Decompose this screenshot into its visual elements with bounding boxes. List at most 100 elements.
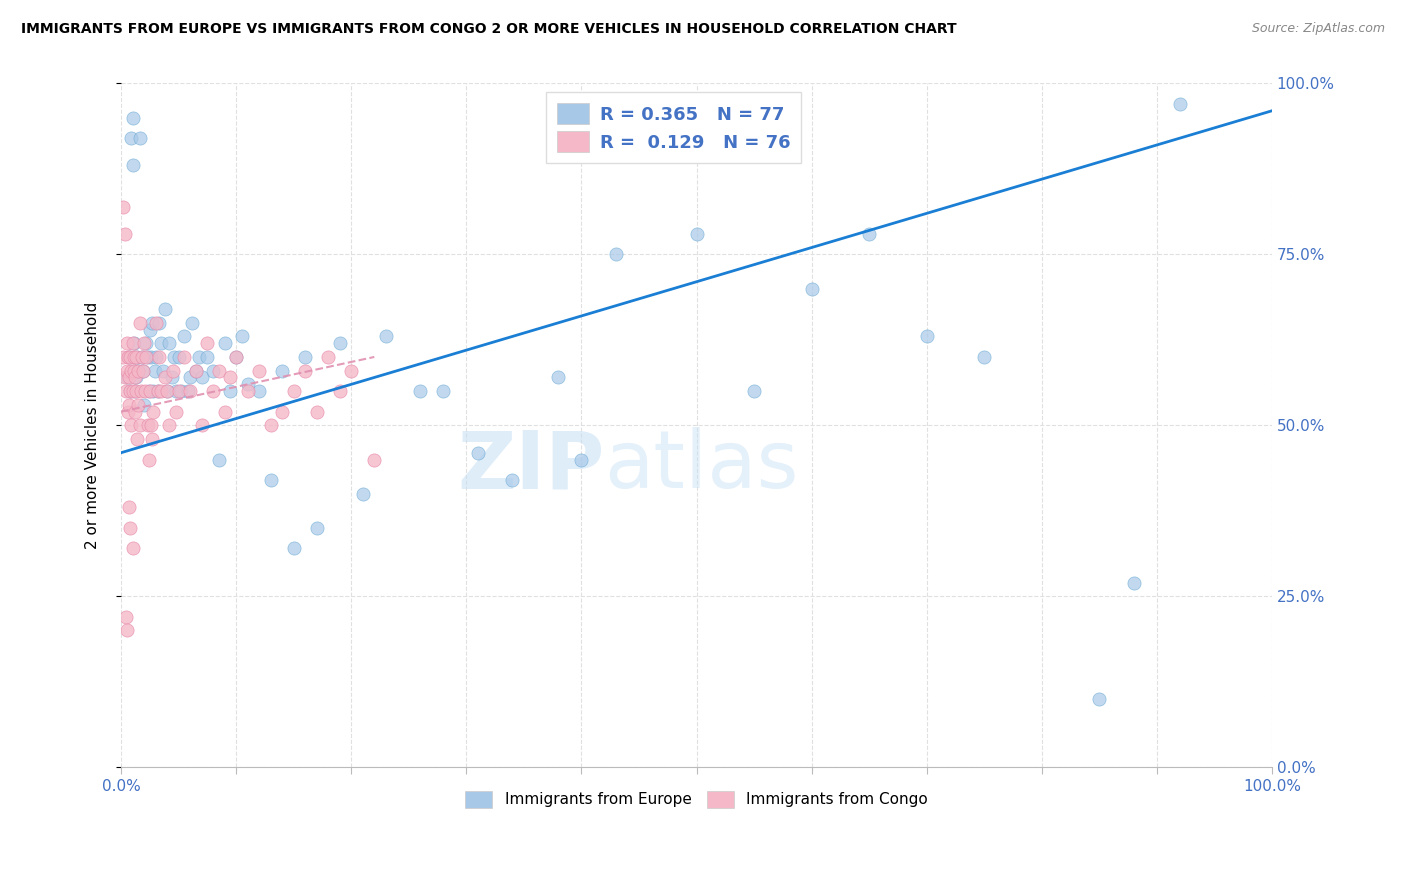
Point <box>115 364 138 378</box>
Point <box>467 446 489 460</box>
Point <box>283 541 305 556</box>
Text: atlas: atlas <box>605 427 799 506</box>
Point <box>129 384 152 399</box>
Point <box>153 370 176 384</box>
Point <box>118 500 141 515</box>
Point <box>177 384 200 399</box>
Point <box>219 370 242 384</box>
Point <box>329 384 352 399</box>
Point <box>127 364 149 378</box>
Point <box>124 405 146 419</box>
Point <box>202 364 225 378</box>
Point <box>153 302 176 317</box>
Point <box>156 384 179 399</box>
Point <box>165 405 187 419</box>
Point <box>260 418 283 433</box>
Point <box>141 316 163 330</box>
Point <box>214 336 236 351</box>
Text: ZIP: ZIP <box>457 427 605 506</box>
Point <box>247 384 270 399</box>
Point <box>236 384 259 399</box>
Point <box>1122 575 1144 590</box>
Point <box>114 370 136 384</box>
Point <box>142 384 165 399</box>
Point <box>117 350 139 364</box>
Point <box>121 364 143 378</box>
Point <box>134 384 156 399</box>
Point <box>374 329 396 343</box>
Point <box>127 398 149 412</box>
Point <box>125 384 148 399</box>
Text: IMMIGRANTS FROM EUROPE VS IMMIGRANTS FROM CONGO 2 OR MORE VEHICLES IN HOUSEHOLD : IMMIGRANTS FROM EUROPE VS IMMIGRANTS FRO… <box>21 22 956 37</box>
Point <box>141 432 163 446</box>
Point <box>142 405 165 419</box>
Point <box>219 384 242 399</box>
Point <box>208 364 231 378</box>
Point <box>294 364 316 378</box>
Point <box>148 316 170 330</box>
Point <box>115 624 138 638</box>
Point <box>173 329 195 343</box>
Point <box>190 370 212 384</box>
Point <box>501 473 523 487</box>
Point <box>124 370 146 384</box>
Point <box>114 227 136 241</box>
Point <box>120 384 142 399</box>
Legend: Immigrants from Europe, Immigrants from Congo: Immigrants from Europe, Immigrants from … <box>458 784 935 814</box>
Point <box>260 473 283 487</box>
Point <box>139 384 162 399</box>
Point <box>122 350 145 364</box>
Point <box>247 364 270 378</box>
Point <box>214 405 236 419</box>
Point <box>605 247 627 261</box>
Point <box>124 384 146 399</box>
Point <box>858 227 880 241</box>
Point <box>150 336 173 351</box>
Point <box>167 384 190 399</box>
Text: Source: ZipAtlas.com: Source: ZipAtlas.com <box>1251 22 1385 36</box>
Point <box>152 364 174 378</box>
Point <box>125 370 148 384</box>
Point <box>432 384 454 399</box>
Point <box>197 336 219 351</box>
Point <box>125 350 148 364</box>
Point <box>135 336 157 351</box>
Point <box>188 350 211 364</box>
Point <box>685 227 707 241</box>
Point <box>115 370 138 384</box>
Point <box>156 384 179 399</box>
Point <box>128 316 150 330</box>
Point <box>352 487 374 501</box>
Point <box>112 200 135 214</box>
Point <box>146 384 169 399</box>
Point <box>1088 691 1111 706</box>
Point <box>409 384 432 399</box>
Point <box>120 350 142 364</box>
Point <box>139 350 162 364</box>
Point <box>181 316 204 330</box>
Point <box>122 336 145 351</box>
Point <box>283 384 305 399</box>
Point <box>122 364 145 378</box>
Point <box>173 350 195 364</box>
Point <box>159 336 181 351</box>
Point <box>208 452 231 467</box>
Point <box>134 336 156 351</box>
Point <box>136 418 159 433</box>
Point <box>190 418 212 433</box>
Point <box>547 370 569 384</box>
Point <box>973 350 995 364</box>
Point <box>197 350 219 364</box>
Point <box>138 384 160 399</box>
Point <box>225 350 247 364</box>
Point <box>165 384 187 399</box>
Point <box>139 323 162 337</box>
Point <box>236 377 259 392</box>
Point <box>305 405 328 419</box>
Point <box>340 364 363 378</box>
Point <box>127 364 149 378</box>
Point <box>112 350 135 364</box>
Point <box>167 350 190 364</box>
Point <box>121 541 143 556</box>
Point <box>122 364 145 378</box>
